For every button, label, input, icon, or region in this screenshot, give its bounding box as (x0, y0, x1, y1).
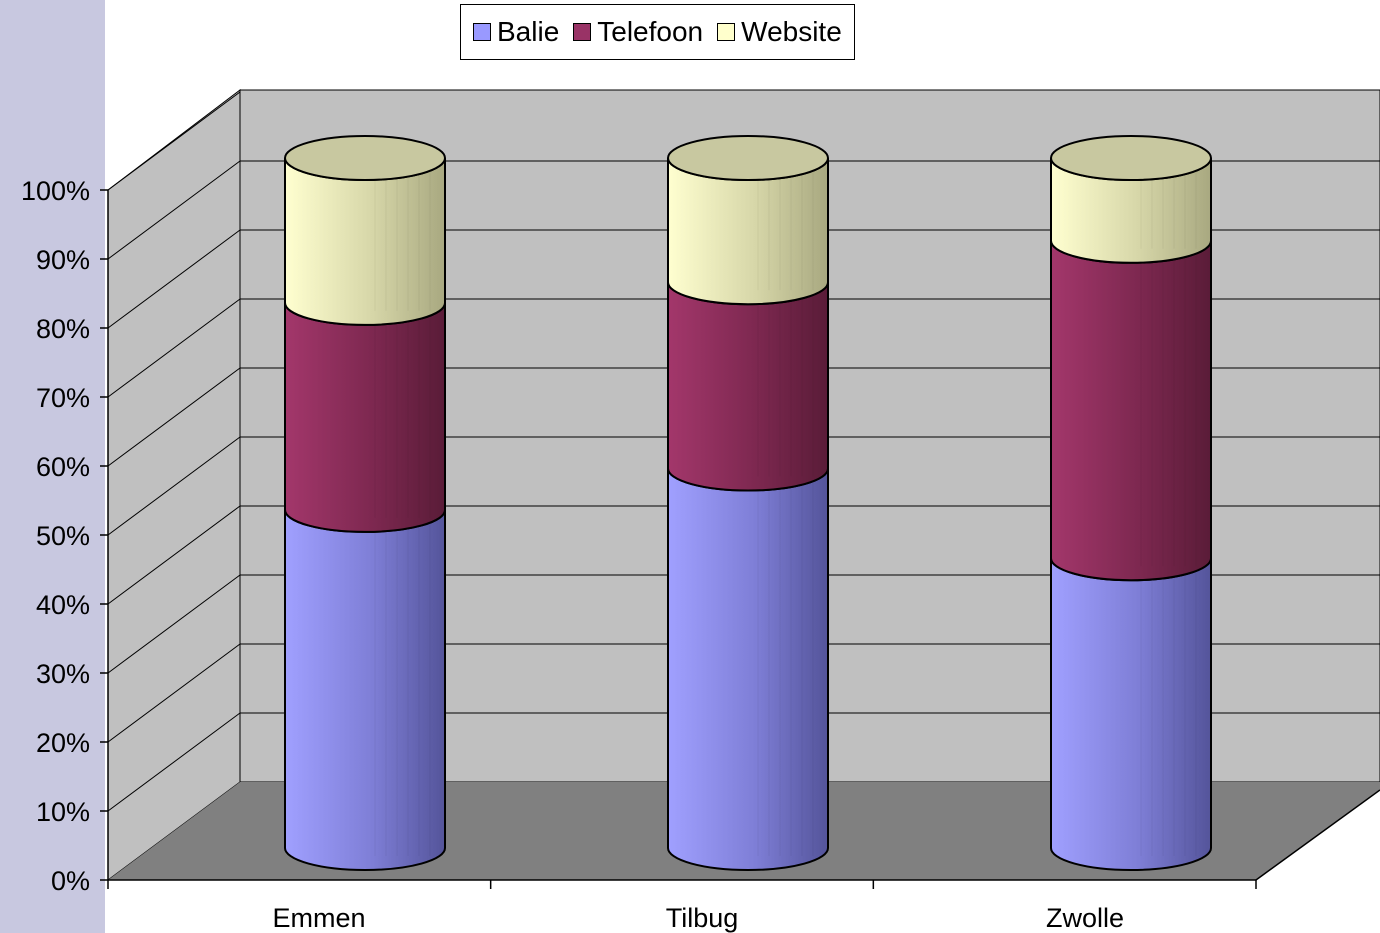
bar-top-cap (284, 135, 446, 181)
y-tick-label: 100% (21, 176, 90, 206)
bar-top-cap (667, 135, 829, 181)
legend-label: Telefoon (597, 16, 704, 47)
x-axis-ticks: Emmen Tilbug Zwolle (107, 880, 1257, 933)
bar-segment-balie (284, 509, 446, 871)
gridline-side (107, 229, 241, 329)
y-axis-ticks: 0% 10% 20% 30% 40% 50% 60% 70% 80% 90% 100% (21, 176, 108, 896)
gridline-side (107, 91, 241, 191)
y-tick-label: 0% (51, 866, 90, 896)
legend-swatch (717, 23, 736, 41)
bar-stack (284, 135, 446, 871)
gridline-side (107, 712, 241, 812)
x-tick-label: Zwolle (1046, 903, 1124, 933)
y-tick-label: 70% (36, 383, 90, 413)
y-tick-label: 50% (36, 521, 90, 551)
gridline-side (107, 436, 241, 536)
bar-segment-balie (1050, 558, 1212, 871)
bar-top-cap (1050, 135, 1212, 181)
gridline-side (107, 574, 241, 674)
y-tick-label: 40% (36, 590, 90, 620)
y-tick-label: 20% (36, 728, 90, 758)
bar-stack (1050, 135, 1212, 871)
gridline-side (107, 505, 241, 605)
chart-side-band (0, 0, 105, 933)
y-tick-label: 10% (36, 797, 90, 827)
gridline-side (107, 367, 241, 467)
bar-segment-telefoon (1050, 240, 1212, 582)
gridline-side (107, 160, 241, 260)
x-tick-label: Tilbug (666, 903, 739, 933)
floor-edge (1255, 789, 1380, 881)
legend-item: Telefoon (573, 16, 703, 48)
legend-label: Website (741, 16, 842, 47)
gridline-side (107, 643, 241, 743)
gridline-side (107, 298, 241, 398)
bar-stack (667, 135, 829, 871)
legend-item: Balie (473, 16, 559, 48)
legend-item: Website (717, 16, 842, 48)
x-tick-label: Emmen (272, 903, 365, 933)
legend: Balie Telefoon Website (460, 4, 855, 60)
bar-segment-telefoon (667, 282, 829, 492)
y-tick-label: 30% (36, 659, 90, 689)
legend-swatch (573, 23, 592, 41)
legend-label: Balie (497, 16, 560, 47)
y-tick-label: 80% (36, 314, 90, 344)
bar-segment-telefoon (284, 302, 446, 533)
legend-swatch (473, 23, 491, 41)
bar-segment-website (284, 157, 446, 326)
y-tick-label: 90% (36, 245, 90, 275)
y-tick-label: 60% (36, 452, 90, 482)
bars (284, 135, 1212, 871)
bar-segment-balie (667, 468, 829, 871)
